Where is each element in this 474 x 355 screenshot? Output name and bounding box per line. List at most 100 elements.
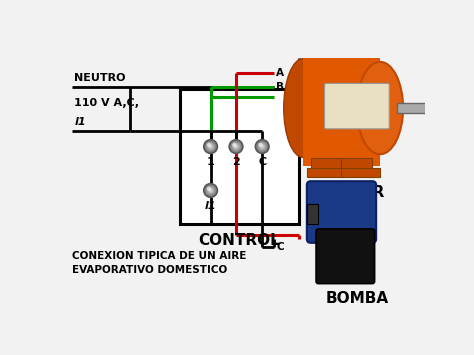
Circle shape bbox=[235, 146, 237, 147]
Circle shape bbox=[232, 143, 237, 147]
Circle shape bbox=[206, 186, 215, 195]
Circle shape bbox=[206, 142, 215, 151]
Circle shape bbox=[205, 185, 216, 196]
Circle shape bbox=[207, 186, 215, 195]
Circle shape bbox=[207, 143, 215, 151]
Circle shape bbox=[261, 145, 264, 148]
Circle shape bbox=[208, 188, 213, 193]
Circle shape bbox=[255, 140, 269, 153]
Circle shape bbox=[255, 140, 269, 153]
Bar bbox=[341, 158, 372, 172]
Circle shape bbox=[207, 143, 214, 150]
Circle shape bbox=[234, 144, 238, 149]
Text: 2: 2 bbox=[232, 157, 240, 167]
Circle shape bbox=[210, 146, 211, 147]
Text: NEUTRO: NEUTRO bbox=[74, 73, 126, 83]
Circle shape bbox=[207, 187, 214, 194]
Circle shape bbox=[204, 184, 218, 197]
Ellipse shape bbox=[284, 59, 322, 157]
Circle shape bbox=[257, 141, 268, 152]
Circle shape bbox=[258, 143, 266, 151]
Circle shape bbox=[230, 140, 242, 153]
Circle shape bbox=[231, 142, 241, 151]
Circle shape bbox=[260, 144, 264, 149]
Circle shape bbox=[208, 144, 213, 149]
Circle shape bbox=[233, 144, 239, 149]
Circle shape bbox=[208, 187, 213, 193]
Circle shape bbox=[204, 184, 217, 197]
Circle shape bbox=[233, 144, 238, 149]
Circle shape bbox=[233, 143, 239, 150]
Circle shape bbox=[204, 140, 218, 153]
Circle shape bbox=[205, 141, 217, 152]
Circle shape bbox=[210, 190, 211, 191]
Circle shape bbox=[204, 140, 217, 153]
FancyBboxPatch shape bbox=[307, 181, 376, 243]
Bar bbox=[310, 158, 341, 172]
Circle shape bbox=[205, 185, 217, 196]
Bar bbox=[307, 204, 319, 224]
Circle shape bbox=[207, 143, 214, 150]
Text: B: B bbox=[276, 82, 284, 92]
FancyBboxPatch shape bbox=[325, 83, 389, 129]
Circle shape bbox=[230, 141, 241, 152]
Text: C: C bbox=[258, 157, 266, 167]
Bar bbox=[180, 89, 299, 224]
Bar bbox=[303, 58, 380, 166]
Circle shape bbox=[260, 144, 264, 149]
Circle shape bbox=[205, 141, 216, 152]
Circle shape bbox=[210, 189, 212, 192]
Circle shape bbox=[207, 187, 214, 194]
Text: 1: 1 bbox=[207, 157, 214, 167]
Circle shape bbox=[210, 190, 211, 191]
Circle shape bbox=[210, 146, 211, 147]
Bar bbox=[341, 168, 380, 178]
Text: l1: l1 bbox=[74, 117, 86, 127]
Circle shape bbox=[206, 142, 215, 151]
Circle shape bbox=[261, 146, 263, 148]
Text: MOTOR: MOTOR bbox=[321, 185, 385, 200]
Text: C: C bbox=[276, 242, 283, 252]
Circle shape bbox=[209, 189, 212, 192]
Circle shape bbox=[205, 185, 216, 196]
Circle shape bbox=[232, 142, 240, 151]
Circle shape bbox=[209, 145, 212, 148]
Circle shape bbox=[232, 143, 240, 151]
Bar bbox=[307, 168, 346, 178]
Text: A: A bbox=[276, 69, 284, 78]
Circle shape bbox=[204, 140, 217, 153]
Bar bbox=[397, 103, 428, 113]
Circle shape bbox=[257, 142, 267, 151]
Circle shape bbox=[229, 140, 243, 153]
Circle shape bbox=[258, 143, 263, 147]
Circle shape bbox=[258, 143, 266, 150]
Circle shape bbox=[206, 186, 215, 195]
Text: BOMBA: BOMBA bbox=[325, 291, 389, 306]
Circle shape bbox=[258, 142, 266, 151]
Circle shape bbox=[256, 140, 268, 153]
Ellipse shape bbox=[357, 62, 403, 154]
Text: CONEXION TIPICA DE UN AIRE: CONEXION TIPICA DE UN AIRE bbox=[72, 251, 246, 261]
Circle shape bbox=[231, 141, 241, 152]
Circle shape bbox=[257, 141, 267, 152]
Circle shape bbox=[204, 184, 217, 197]
Circle shape bbox=[234, 145, 238, 148]
Circle shape bbox=[260, 145, 264, 148]
Circle shape bbox=[235, 145, 237, 148]
Circle shape bbox=[207, 187, 211, 191]
Circle shape bbox=[259, 143, 265, 150]
Circle shape bbox=[262, 146, 263, 147]
FancyBboxPatch shape bbox=[316, 229, 374, 284]
Text: l1: l1 bbox=[205, 201, 217, 211]
Circle shape bbox=[230, 141, 242, 152]
Circle shape bbox=[235, 146, 237, 148]
Circle shape bbox=[209, 145, 212, 148]
Circle shape bbox=[232, 143, 240, 150]
Circle shape bbox=[259, 144, 265, 149]
Text: EVAPORATIVO DOMESTICO: EVAPORATIVO DOMESTICO bbox=[72, 265, 227, 275]
Circle shape bbox=[205, 141, 216, 152]
Circle shape bbox=[236, 146, 237, 147]
Text: 110 V A,C,: 110 V A,C, bbox=[74, 98, 139, 108]
Circle shape bbox=[256, 141, 268, 152]
Circle shape bbox=[209, 144, 213, 149]
